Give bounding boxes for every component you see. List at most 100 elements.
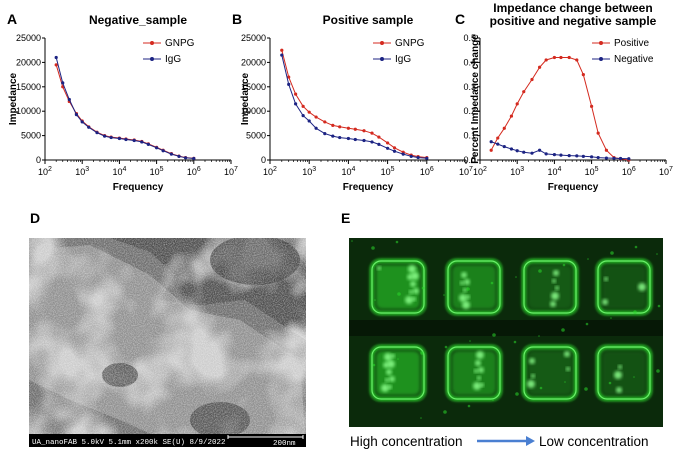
background-speck xyxy=(467,404,471,408)
data-point xyxy=(567,55,571,60)
data-point xyxy=(618,156,623,161)
well-speck xyxy=(386,369,392,375)
background-speck xyxy=(587,258,589,260)
background-speck xyxy=(633,376,635,378)
y-tick-label: 0.2 xyxy=(463,106,476,116)
y-tick-label: 15000 xyxy=(16,82,41,92)
well-speck xyxy=(476,351,484,359)
data-point xyxy=(386,146,390,150)
y-axis-label: Impedance xyxy=(8,72,19,125)
background-speck xyxy=(374,299,376,301)
data-point xyxy=(515,149,519,153)
y-tick-label: 0.1 xyxy=(463,131,476,141)
well-speck xyxy=(409,290,413,294)
legend-marker xyxy=(150,57,154,61)
data-point xyxy=(61,81,65,85)
data-point xyxy=(307,119,311,123)
data-point xyxy=(140,140,144,144)
well-ring-core xyxy=(371,346,425,400)
data-point xyxy=(301,104,305,108)
data-point xyxy=(338,125,342,129)
background-speck xyxy=(634,245,638,249)
well-fill xyxy=(602,351,646,395)
data-point xyxy=(314,115,318,119)
data-point xyxy=(109,135,113,140)
series-line-positive xyxy=(490,57,629,161)
data-point xyxy=(530,77,534,82)
background-speck xyxy=(538,269,542,273)
legend-marker xyxy=(599,57,603,61)
data-point xyxy=(95,131,99,135)
chart-positive-sample: Positive sample 0 5000 10000 15000 20000 25000… xyxy=(240,13,473,193)
x-tick-label: 107 xyxy=(459,166,473,177)
data-point xyxy=(559,153,563,157)
chart-negative-sample: Negative_sample 0 5000 10000 15000 20000 25000… xyxy=(8,13,238,193)
background-speck xyxy=(564,381,566,383)
well-speck xyxy=(385,378,389,382)
data-point xyxy=(627,157,631,161)
series-line-gnpg xyxy=(281,50,427,159)
x-tick-label: 107 xyxy=(659,166,673,177)
background-speck xyxy=(515,276,517,278)
well-speck xyxy=(552,279,556,283)
data-point xyxy=(496,136,500,140)
data-point xyxy=(102,134,107,138)
fluorescent-well xyxy=(521,258,579,316)
x-tick-label: 106 xyxy=(622,166,636,177)
well-speck xyxy=(551,292,559,300)
data-point xyxy=(370,131,374,135)
data-point xyxy=(489,148,493,152)
fluorescence-image xyxy=(349,238,663,427)
y-axis-label: Impedance xyxy=(240,72,251,125)
data-point xyxy=(537,65,542,69)
well-fill xyxy=(602,265,646,309)
sem-caption: UA_nanoFAB 5.0kV 5.1mm x200k SE(U) 8/9/2… xyxy=(32,439,226,447)
background-speck xyxy=(444,345,448,349)
well-speck xyxy=(463,288,467,292)
data-point xyxy=(581,154,585,158)
y-tick-label: 0.0 xyxy=(463,155,476,165)
data-point xyxy=(509,114,514,118)
data-point xyxy=(596,155,600,160)
data-point xyxy=(294,102,298,106)
well-speck xyxy=(475,360,481,366)
x-tick-label: 104 xyxy=(547,166,561,177)
background-speck xyxy=(608,381,612,385)
well-speck xyxy=(381,384,389,392)
background-speck xyxy=(610,317,612,319)
data-point xyxy=(377,135,381,139)
data-point xyxy=(80,120,84,124)
y-tick-label: 25000 xyxy=(16,33,41,43)
data-point xyxy=(575,58,579,62)
data-point xyxy=(346,126,350,130)
well-speck xyxy=(459,294,467,302)
background-speck xyxy=(513,340,517,344)
well-speck xyxy=(618,365,622,369)
data-point xyxy=(192,156,196,161)
series-line-gnpg xyxy=(55,64,194,159)
data-point xyxy=(280,48,284,52)
data-point xyxy=(301,113,305,118)
well-speck xyxy=(614,371,622,379)
data-point xyxy=(522,150,526,154)
data-point xyxy=(323,132,327,136)
data-point xyxy=(590,155,594,159)
data-point xyxy=(362,129,366,133)
y-tick-label: 0.3 xyxy=(463,82,476,92)
well-speck xyxy=(638,283,646,291)
chart-title: positive and negative sample xyxy=(490,14,657,28)
data-point xyxy=(287,82,291,86)
panel-letter-d: D xyxy=(30,210,40,226)
data-point xyxy=(314,126,318,130)
data-point xyxy=(117,136,121,141)
y-axis-label: Percent Impedance change xyxy=(470,34,481,164)
data-point xyxy=(544,58,548,62)
panel-letter-b: B xyxy=(232,11,242,27)
well-speck xyxy=(555,286,559,290)
well-speck xyxy=(553,270,559,276)
x-tick-label: 104 xyxy=(112,166,126,177)
well-fill xyxy=(528,265,572,309)
x-axis-label: Frequency xyxy=(548,182,599,193)
